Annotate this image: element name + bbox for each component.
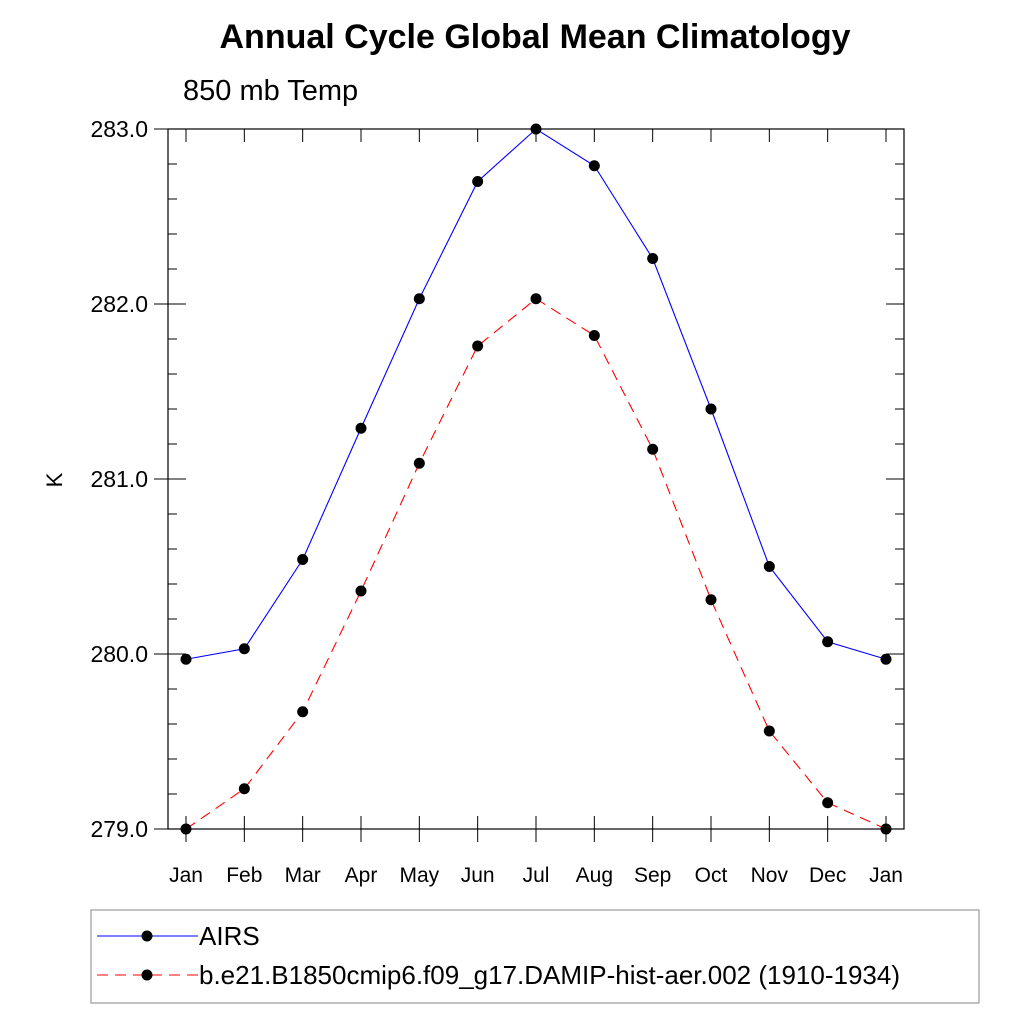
legend-marker	[141, 969, 153, 981]
data-point	[238, 783, 250, 795]
data-point	[413, 457, 425, 469]
data-point	[705, 403, 717, 415]
series-1	[180, 123, 892, 665]
y-tick-label: 282.0	[90, 291, 148, 317]
y-tick-label: 279.0	[90, 816, 148, 842]
data-point	[355, 422, 367, 434]
x-tick-label: Apr	[345, 864, 378, 887]
legend: AIRS b.e21.B1850cmip6.f09_g17.DAMIP-hist-…	[90, 909, 980, 1004]
data-point	[472, 340, 484, 352]
data-point	[880, 823, 892, 835]
data-point	[647, 253, 659, 264]
series-line	[185, 128, 887, 660]
series-line	[185, 298, 887, 830]
data-point	[763, 725, 775, 737]
chart-title: Annual Cycle Global Mean Climatology	[220, 18, 851, 56]
data-point	[472, 176, 484, 187]
series-2	[180, 293, 892, 835]
x-tick-label: Jul	[523, 864, 550, 887]
legend-box	[90, 909, 980, 1004]
x-tick-label: Nov	[751, 864, 789, 887]
data-point	[413, 293, 425, 305]
x-tick-label: Sep	[634, 864, 671, 887]
data-point	[588, 160, 600, 172]
data-point	[297, 706, 309, 718]
x-tick-label: Dec	[809, 864, 846, 887]
data-point	[822, 636, 834, 648]
y-tick-label: 281.0	[90, 466, 148, 492]
data-point	[180, 823, 192, 835]
legend-marker	[141, 930, 153, 942]
x-tick-label: Aug	[576, 864, 613, 887]
data-point	[355, 585, 367, 597]
data-point	[822, 797, 834, 809]
legend-label: b.e21.B1850cmip6.f09_g17.DAMIP-hist-aer.…	[199, 960, 900, 990]
data-point	[647, 443, 659, 455]
y-tick-label: 280.0	[90, 641, 148, 667]
x-tick-label: Feb	[226, 864, 262, 887]
legend-label: AIRS	[199, 921, 260, 951]
data-point	[238, 643, 250, 655]
x-tick-label: Jan	[869, 864, 903, 887]
data-point	[588, 330, 600, 341]
data-point	[297, 554, 309, 565]
series-layer	[180, 123, 892, 835]
legend-items: AIRS b.e21.B1850cmip6.f09_g17.DAMIP-hist-…	[97, 921, 900, 990]
data-point	[530, 293, 542, 305]
x-tick-label: Jan	[169, 864, 203, 887]
data-point	[880, 653, 892, 665]
plot-frame	[167, 128, 905, 830]
x-tick-label: May	[399, 864, 439, 887]
y-tick-label: 283.0	[90, 116, 148, 142]
x-tick-label: Oct	[695, 864, 728, 887]
data-point	[763, 561, 775, 572]
x-tick-label: Jun	[461, 864, 495, 887]
plot-axes: Jan Feb Mar Apr May Jun Jul Aug Sep Oct Nov Dec Jan 2…	[90, 116, 905, 887]
chart-subtitle: 850 mb Temp	[183, 75, 358, 107]
y-axis-label: K	[42, 472, 67, 487]
data-point	[180, 653, 192, 665]
data-point	[705, 594, 717, 606]
data-point	[530, 123, 542, 135]
x-tick-label: Mar	[285, 864, 321, 887]
